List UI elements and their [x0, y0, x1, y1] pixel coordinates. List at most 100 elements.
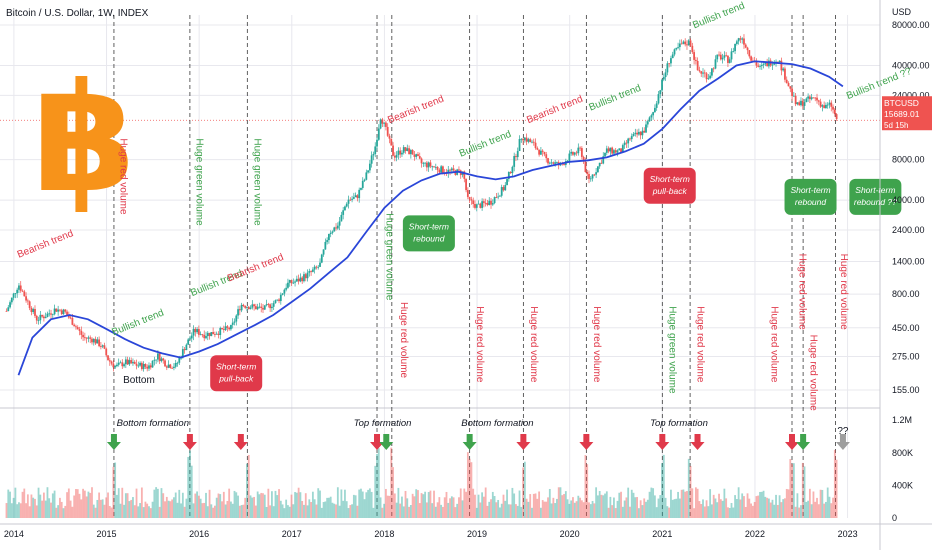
candle-body — [221, 327, 223, 330]
candle-body — [757, 65, 760, 67]
candle-body — [616, 150, 619, 153]
candle-body — [21, 290, 24, 292]
volume-bar — [89, 492, 92, 518]
volume-bar — [272, 506, 275, 518]
volume-bar — [764, 496, 767, 518]
volume-bar — [192, 503, 195, 518]
volume-bar — [62, 508, 65, 518]
volume-bar — [254, 505, 257, 518]
candle-body — [659, 90, 662, 95]
candle-body — [575, 152, 578, 154]
candle-body — [475, 204, 478, 208]
volume-note: Huge red volume — [591, 306, 602, 383]
volume-note: Huge green volume — [667, 306, 678, 394]
candle-body — [415, 154, 418, 157]
candle-body — [536, 148, 539, 150]
candle-body — [377, 128, 380, 140]
y-tick-label: 40000.00 — [892, 61, 930, 71]
volume-bar — [320, 507, 323, 518]
volume-bar — [25, 503, 27, 518]
candle-body — [148, 365, 150, 369]
y-tick-label: 800.00 — [892, 289, 920, 299]
candle-body — [274, 300, 277, 304]
candle-body — [739, 38, 742, 40]
candle-body — [500, 187, 503, 196]
candle-body — [7, 307, 10, 312]
candle-body — [613, 150, 615, 154]
volume-bar — [465, 491, 467, 518]
volume-bar — [627, 487, 630, 518]
x-tick-label: 2015 — [97, 529, 117, 539]
candle-body — [593, 174, 596, 176]
candle-body — [422, 162, 425, 164]
volume-arrow — [516, 434, 531, 450]
candle-body — [297, 278, 300, 282]
candle-body — [810, 97, 813, 100]
candle-body — [14, 293, 17, 295]
volume-bar — [442, 506, 444, 518]
candle-body — [108, 360, 111, 362]
volume-bar — [520, 506, 523, 518]
volume-bar — [475, 507, 478, 518]
candle-body — [502, 187, 505, 191]
volume-bar — [352, 494, 355, 518]
volume-bar — [568, 503, 571, 518]
candle-body — [358, 189, 361, 199]
candle-body — [721, 57, 724, 60]
candle-body — [240, 304, 243, 311]
volume-bar — [636, 497, 638, 518]
volume-bar — [468, 458, 471, 518]
candle-body — [427, 162, 430, 168]
volume-bar — [130, 499, 133, 518]
volume-bar — [212, 507, 215, 518]
candle-body — [124, 359, 127, 365]
candle-body — [267, 304, 270, 305]
candle-body — [409, 150, 412, 155]
candle-body — [484, 202, 487, 204]
volume-bar — [57, 505, 60, 518]
candle-body — [776, 61, 779, 63]
candle-body — [440, 166, 443, 173]
candle-body — [823, 105, 826, 109]
volume-bar — [46, 487, 49, 518]
currency-label: USD — [892, 7, 912, 17]
candle-body — [785, 79, 788, 84]
candle-body — [304, 274, 307, 279]
candle-body — [317, 266, 320, 268]
volume-bar — [682, 489, 685, 518]
candle-body — [230, 324, 232, 330]
volume-bar — [304, 493, 307, 518]
volume-bar — [604, 493, 606, 518]
candle-body — [285, 287, 288, 290]
volume-bar — [794, 506, 797, 518]
volume-bar — [757, 495, 760, 518]
candle-body — [356, 195, 359, 199]
candle-body — [39, 314, 42, 321]
volume-note: Huge red volume — [808, 335, 819, 412]
volume-bar — [677, 491, 679, 518]
candle-body — [828, 102, 831, 105]
volume-bar — [826, 487, 829, 518]
volume-bar — [417, 490, 419, 518]
volume-bar — [71, 506, 74, 518]
candle-body — [511, 166, 514, 174]
volume-bar — [135, 488, 138, 518]
candle-body — [103, 345, 106, 349]
volume-bar — [324, 501, 327, 518]
volume-bar — [110, 507, 113, 518]
candle-body — [16, 289, 19, 294]
candle-body — [725, 55, 728, 57]
callout-box — [849, 178, 902, 215]
candle-body — [44, 316, 47, 319]
volume-bar — [238, 505, 241, 518]
candle-body — [42, 316, 45, 319]
volume-bar — [126, 493, 129, 518]
candle-body — [803, 102, 806, 106]
candle-body — [694, 59, 697, 61]
volume-bar — [124, 493, 127, 518]
candle-body — [149, 365, 152, 368]
candle-body — [292, 282, 295, 284]
candle-body — [509, 172, 512, 174]
candle-body — [436, 166, 439, 170]
